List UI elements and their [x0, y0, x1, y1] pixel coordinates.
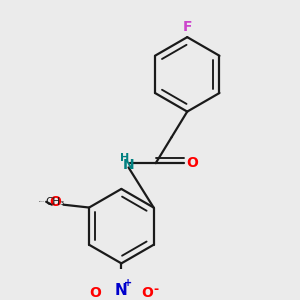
Text: O: O: [50, 195, 61, 209]
Text: O: O: [186, 156, 198, 170]
Text: O: O: [141, 286, 153, 300]
Text: -: -: [153, 283, 158, 296]
Text: H: H: [120, 153, 129, 163]
Text: N: N: [123, 158, 134, 172]
Text: O: O: [90, 286, 101, 300]
Text: F: F: [182, 20, 192, 34]
Text: CH₃: CH₃: [45, 197, 64, 207]
Text: +: +: [124, 278, 132, 288]
Text: N: N: [115, 283, 128, 298]
Text: methoxy: methoxy: [39, 201, 45, 202]
